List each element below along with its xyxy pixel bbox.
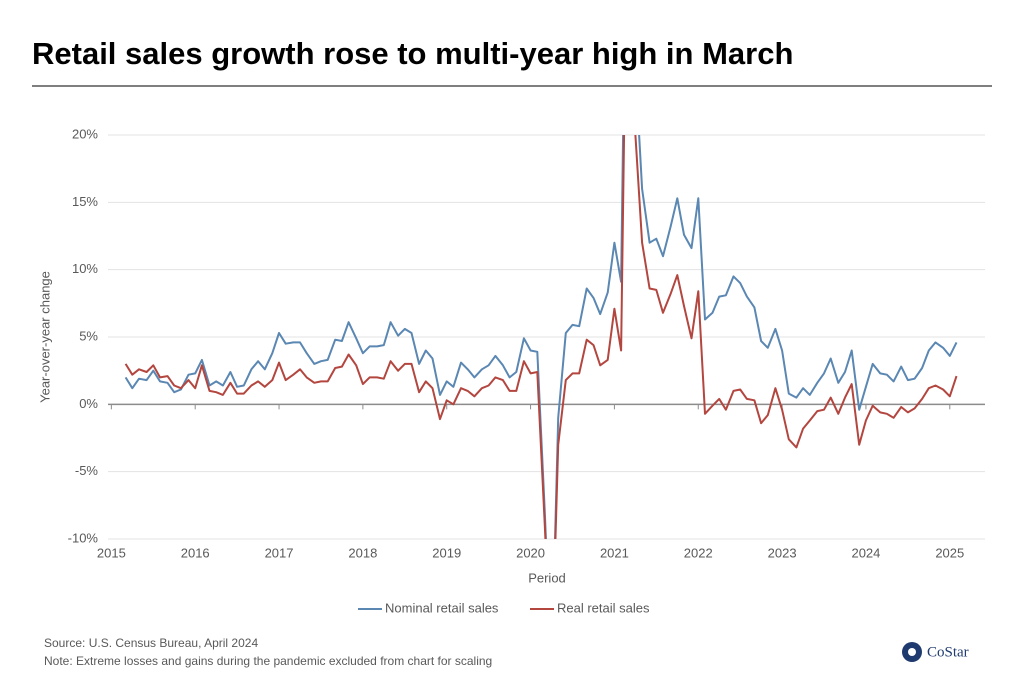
x-tick-label: 2025 <box>935 545 964 560</box>
x-tick-label: 2015 <box>97 545 126 560</box>
y-tick-label: 20% <box>72 126 98 141</box>
y-tick-label: -10% <box>68 530 99 545</box>
plot-area <box>124 135 958 539</box>
x-tick-label: 2021 <box>600 545 629 560</box>
x-tick-label: 2019 <box>432 545 461 560</box>
x-tick-label: 2020 <box>516 545 545 560</box>
x-tick-label: 2018 <box>348 545 377 560</box>
source-note: Source: U.S. Census Bureau, April 2024 <box>44 636 258 650</box>
y-tick-label: 15% <box>72 194 98 209</box>
x-axis-label: Period <box>528 570 566 585</box>
y-tick-label: 10% <box>72 261 98 276</box>
x-tick-label: 2022 <box>684 545 713 560</box>
x-tick-label: 2023 <box>768 545 797 560</box>
logo-icon <box>902 642 922 662</box>
y-tick-label: 0% <box>79 396 98 411</box>
series-line <box>124 135 958 539</box>
chart-title: Retail sales growth rose to multi-year h… <box>32 36 793 71</box>
footnote: Note: Extreme losses and gains during th… <box>44 654 492 668</box>
y-tick-label: 5% <box>79 328 98 343</box>
legend-label: Real retail sales <box>557 600 650 615</box>
y-axis-label: Year-over-year change <box>37 271 52 403</box>
y-tick-label: -5% <box>75 463 99 478</box>
legend-label: Nominal retail sales <box>385 600 499 615</box>
x-tick-label: 2024 <box>851 545 880 560</box>
logo-text: CoStar <box>927 644 969 660</box>
x-tick-label: 2017 <box>265 545 294 560</box>
x-tick-label: 2016 <box>181 545 210 560</box>
